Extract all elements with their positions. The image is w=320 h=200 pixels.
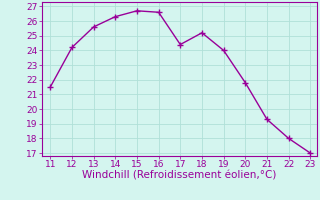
X-axis label: Windchill (Refroidissement éolien,°C): Windchill (Refroidissement éolien,°C) [82, 171, 276, 181]
